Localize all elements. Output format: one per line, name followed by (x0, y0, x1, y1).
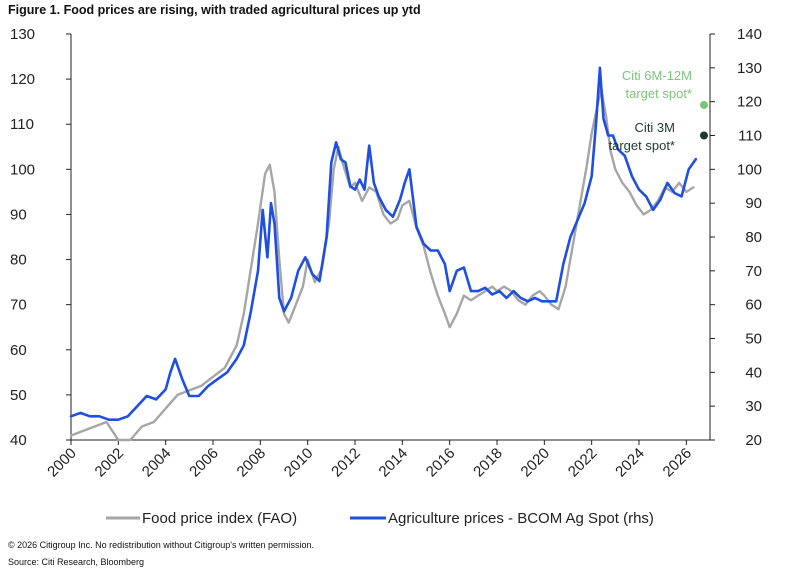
left-tick-label: 110 (10, 116, 34, 133)
target-annotation-line2: target spot* (609, 138, 676, 153)
target-3m-marker (700, 131, 708, 140)
x-tick-label: 2004 (139, 445, 175, 481)
bcom-ag-spot-line (69, 66, 698, 422)
left-tick-label: 80 (10, 252, 27, 269)
target-annotation-line1: Citi 6M-12M (622, 68, 692, 83)
legend-label-bcom: Agriculture prices - BCOM Ag Spot (rhs) (388, 510, 654, 527)
figure-title: Figure 1. Food prices are rising, with t… (8, 3, 421, 17)
copyright-note: © 2026 Citigroup Inc. No redistribution … (8, 540, 314, 550)
left-tick-label: 40 (10, 432, 27, 449)
x-tick-label: 2024 (612, 445, 648, 481)
x-tick-label: 2000 (44, 445, 80, 481)
x-tick-label: 2020 (518, 445, 554, 481)
target-annotation-line1: Citi 3M (635, 120, 675, 135)
left-tick-label: 120 (10, 71, 35, 88)
right-tick-label: 120 (737, 94, 762, 111)
x-tick-label: 2010 (281, 445, 317, 481)
right-tick-label: 110 (738, 128, 762, 145)
left-tick-label: 60 (10, 342, 27, 359)
right-tick-label: 60 (745, 297, 762, 314)
left-tick-label: 70 (10, 297, 27, 314)
right-tick-label: 140 (737, 26, 762, 43)
annotations: Citi 6M-12M target spot* Citi 3M target spo… (609, 68, 708, 153)
left-tick-label: 90 (10, 206, 27, 223)
x-tick-label: 2018 (470, 445, 506, 481)
right-tick-label: 50 (745, 331, 762, 348)
legend: Food price index (FAO) Agriculture prices… (106, 510, 654, 527)
right-tick-label: 40 (745, 364, 762, 381)
right-tick-label: 100 (737, 161, 762, 178)
x-tick-label: 2022 (565, 445, 601, 481)
right-tick-label: 30 (745, 398, 762, 415)
x-tick-label: 2006 (186, 445, 222, 481)
legend-label-fao: Food price index (FAO) (142, 510, 297, 527)
right-tick-label: 90 (745, 195, 762, 212)
series-layer (69, 66, 698, 442)
right-tick-label: 20 (745, 432, 762, 449)
x-tick-label: 2002 (92, 445, 128, 481)
left-tick-label: 130 (10, 26, 35, 43)
x-tick-label: 2008 (234, 445, 270, 481)
target-annotation-line2: target spot* (626, 86, 693, 101)
x-tick-label: 2012 (328, 445, 364, 481)
x-tick-label: 2026 (660, 445, 696, 481)
source-note: Source: Citi Research, Bloomberg (8, 557, 145, 567)
left-tick-label: 50 (10, 387, 27, 404)
target-6m-12m-marker (700, 101, 708, 110)
right-tick-label: 70 (745, 263, 762, 280)
left-tick-label: 100 (10, 161, 35, 178)
right-tick-label: 130 (737, 60, 762, 77)
right-tick-label: 80 (745, 229, 762, 246)
x-tick-label: 2016 (423, 445, 459, 481)
fao-food-price-line (69, 86, 695, 442)
x-tick-label: 2014 (376, 445, 412, 481)
